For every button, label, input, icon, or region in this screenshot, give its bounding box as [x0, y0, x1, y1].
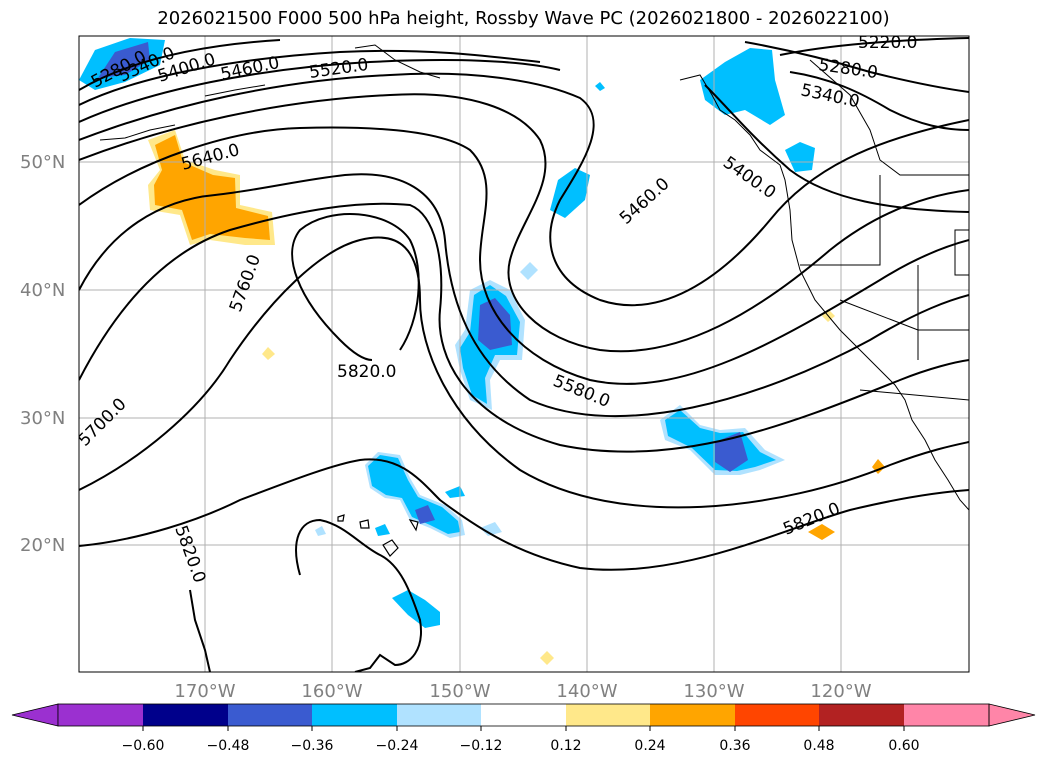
colorbar-label: −0.36 [291, 738, 334, 754]
negative-anomaly-region [520, 262, 538, 280]
colorbar-segment [228, 704, 312, 726]
colorbar-label: 0.12 [550, 738, 581, 754]
negative-anomaly-region [785, 142, 815, 172]
negative-anomaly-region [375, 524, 390, 536]
longitude-label: 130°W [683, 681, 744, 702]
latitude-label: 50°N [20, 152, 65, 173]
contour-label: 5220.0 [858, 33, 917, 53]
negative-anomaly-core [98, 42, 150, 78]
longitude-labels: 170°W 160°W 150°W 140°W 130°W 120°W [174, 681, 871, 702]
colorbar-label: −0.12 [460, 738, 503, 754]
hawaii-islands [337, 514, 419, 557]
positive-anomaly-spot [262, 347, 275, 360]
positive-anomaly-spot [540, 651, 554, 665]
negative-anomaly-region [595, 82, 605, 91]
negative-anomaly-region [550, 168, 590, 218]
colorbar: −0.60 −0.48 −0.36 −0.24 −0.12 0.12 0.24 … [11, 703, 1036, 754]
contour-label: 5820.0 [337, 362, 396, 382]
negative-anomaly-region [368, 455, 460, 534]
map-title: 2026021500 F000 500 hPa height, Rossby W… [157, 8, 890, 29]
colorbar-label: 0.24 [634, 738, 665, 754]
longitude-label: 170°W [174, 681, 235, 702]
longitude-label: 160°W [301, 681, 362, 702]
colorbar-segment [650, 704, 735, 726]
map-area [79, 36, 969, 672]
colorbar-segment [904, 704, 989, 726]
colorbar-segment [566, 704, 650, 726]
colorbar-segment [481, 704, 566, 726]
latitude-label: 30°N [20, 408, 65, 429]
colorbar-segment [143, 704, 228, 726]
latitude-labels: 50°N 40°N 30°N 20°N [20, 152, 65, 556]
negative-anomaly-region [480, 522, 502, 536]
colorbar-label: 0.48 [803, 738, 834, 754]
negative-anomaly-region [700, 48, 785, 125]
positive-anomaly-core [154, 135, 270, 240]
negative-anomaly-core [415, 505, 435, 524]
latitude-label: 40°N [20, 280, 65, 301]
negative-anomaly-core [478, 298, 512, 350]
negative-anomaly-region [315, 526, 326, 536]
colorbar-label: 0.60 [888, 738, 919, 754]
longitude-label: 140°W [556, 681, 617, 702]
latitude-label: 20°N [20, 535, 65, 556]
colorbar-high-extend [988, 703, 1036, 727]
colorbar-label: −0.48 [207, 738, 250, 754]
colorbar-label: −0.60 [122, 738, 165, 754]
colorbar-label: 0.36 [719, 738, 750, 754]
negative-anomaly-core [715, 432, 748, 472]
shading-layer [79, 38, 885, 665]
colorbar-low-extend [11, 703, 59, 727]
gridlines [79, 36, 969, 672]
colorbar-segment [397, 704, 481, 726]
colorbar-label: −0.24 [376, 738, 419, 754]
positive-anomaly-spot [808, 524, 835, 540]
colorbar-segment [735, 704, 819, 726]
longitude-label: 150°W [429, 681, 490, 702]
coastlines [99, 44, 969, 511]
height-contours [79, 37, 969, 672]
colorbar-segment [312, 704, 397, 726]
colorbar-segment [58, 704, 143, 726]
map-frame [78, 35, 970, 673]
longitude-label: 120°W [810, 681, 871, 702]
colorbar-segment [819, 704, 904, 726]
